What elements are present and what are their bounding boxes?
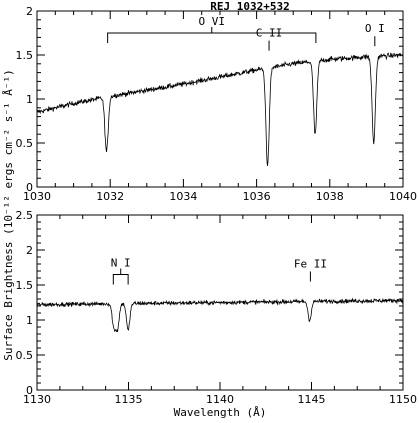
top-spectrum-line (36, 52, 404, 167)
top-annotation-label: O VI (199, 15, 226, 28)
top-y-tick-label: 0 (26, 181, 33, 194)
bottom-annotation-bracket (112, 274, 129, 285)
y-axis-label: Surface Brightness (10⁻¹² ergs cm⁻² s⁻¹ … (2, 69, 15, 360)
bottom-panel-ticks: 1130 1135 1140 1145 1150 0 0.5 1 1.5 2 2.5 (16, 209, 418, 406)
top-y-tick-label: 1 (26, 93, 33, 106)
bottom-y-tick-label: 1.5 (16, 279, 34, 292)
bottom-annotation-label: Fe II (294, 258, 327, 271)
top-annotation-label: O I (365, 22, 385, 35)
bottom-spectrum-line (36, 297, 404, 333)
bottom-panel-series (36, 297, 404, 333)
bottom-x-tick-label: 1140 (206, 393, 234, 406)
top-annotation-label: C II (256, 27, 283, 40)
bottom-panel-annotations: N I Fe II (111, 257, 327, 285)
top-panel-annotations: O VI C II O I (107, 15, 385, 51)
bottom-y-tick-label: 1 (26, 314, 33, 327)
top-y-tick-label: 0.5 (16, 137, 34, 150)
bottom-annotation-label: N I (111, 257, 131, 270)
bottom-y-tick-label: 2 (26, 244, 33, 257)
top-x-tick-label: 1032 (96, 190, 124, 203)
top-annotation-bracket (107, 32, 317, 43)
chart-title: REJ 1032+532 (210, 0, 289, 13)
top-y-tick-label: 1.5 (16, 49, 34, 62)
bottom-x-tick-label: 1150 (389, 393, 417, 406)
top-y-tick-label: 2 (26, 5, 33, 18)
bottom-y-tick-label: 2.5 (16, 209, 34, 222)
top-x-tick-label: 1036 (243, 190, 271, 203)
bottom-y-tick-label: 0.5 (16, 349, 34, 362)
bottom-y-tick-label: 0 (26, 384, 33, 397)
bottom-x-tick-label: 1145 (298, 393, 326, 406)
bottom-x-tick-label: 1135 (115, 393, 143, 406)
top-x-tick-label: 1040 (389, 190, 417, 203)
top-x-tick-label: 1038 (316, 190, 344, 203)
top-panel-ticks: 1030 1032 1034 1036 1038 1040 0 0.5 1 1.5 2 (16, 5, 418, 203)
x-axis-label: Wavelength (Å) (174, 406, 267, 419)
top-x-tick-label: 1030 (23, 190, 51, 203)
top-panel-series (36, 52, 404, 167)
top-x-tick-label: 1034 (169, 190, 197, 203)
bottom-x-tick-label: 1130 (23, 393, 51, 406)
